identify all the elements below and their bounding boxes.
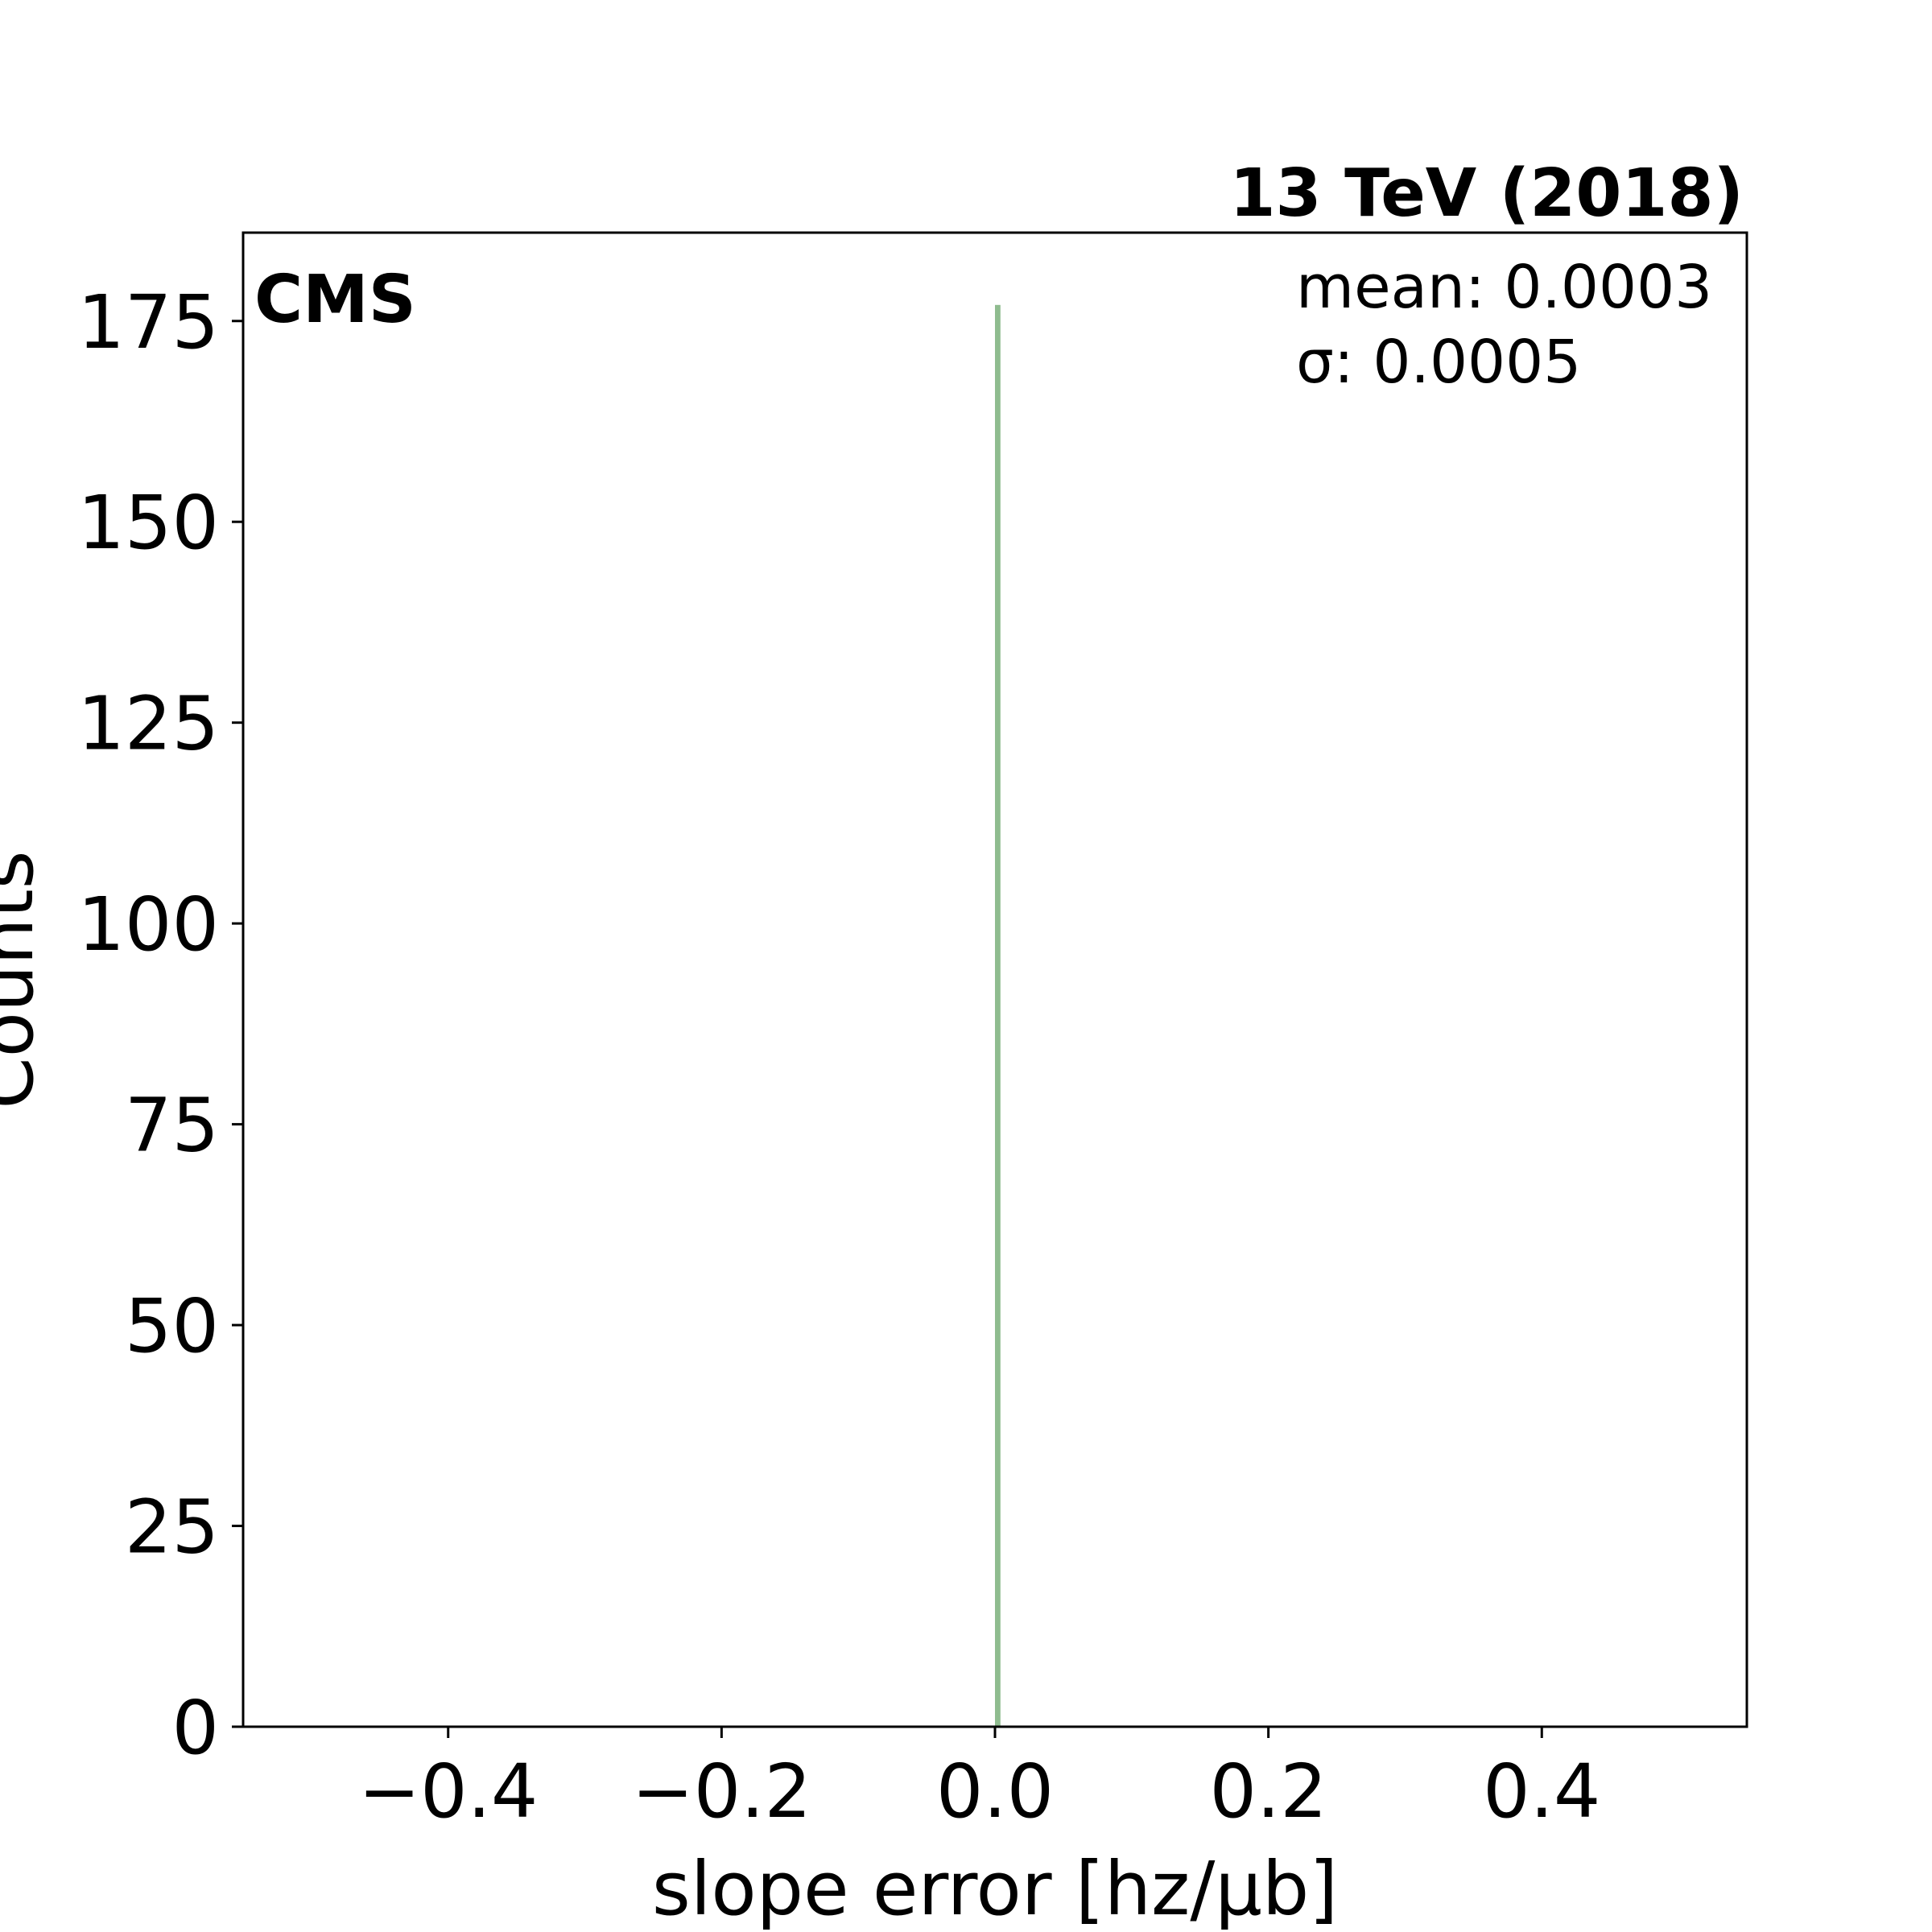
x-tick-label: 0.0 <box>936 1748 1054 1835</box>
y-tick-label: 25 <box>125 1484 219 1571</box>
histogram-bar-0 <box>995 304 1001 1728</box>
sigma-stat: σ: 0.0005 <box>1296 328 1581 397</box>
x-tick-label: −0.4 <box>358 1748 538 1835</box>
y-axis-ticks: 0 25 50 75 100 125 150 175 <box>77 279 243 1771</box>
cms-label: CMS <box>254 262 416 338</box>
y-tick-label: 125 <box>77 681 219 767</box>
y-tick-label: 175 <box>77 279 219 365</box>
histogram-bars <box>995 304 1001 1728</box>
y-tick-label: 75 <box>125 1083 219 1169</box>
mean-stat: mean: 0.0003 <box>1296 253 1712 322</box>
y-tick-label: 100 <box>77 881 219 968</box>
y-tick-label: 0 <box>171 1685 219 1771</box>
y-tick-label: 50 <box>125 1283 219 1369</box>
energy-label: 13 TeV (2018) <box>1229 155 1744 232</box>
y-axis-label: Counts <box>0 850 50 1108</box>
x-tick-label: 0.4 <box>1483 1748 1600 1835</box>
x-tick-label: 0.2 <box>1209 1748 1327 1835</box>
x-axis-ticks: −0.4 −0.2 0.0 0.2 0.4 <box>358 1727 1600 1835</box>
y-tick-label: 150 <box>77 480 219 566</box>
x-axis-label: slope error [hz/μb] <box>652 1846 1338 1932</box>
x-tick-label: −0.2 <box>632 1748 811 1835</box>
